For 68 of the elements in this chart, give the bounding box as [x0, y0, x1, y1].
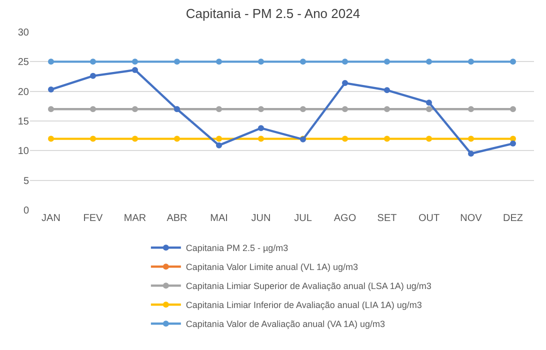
point	[174, 58, 180, 65]
point	[174, 136, 180, 142]
point	[216, 58, 222, 65]
legend-label: Capitania Limiar Superior de Avaliação anual (LSA 1A) ug/m3	[186, 281, 432, 292]
x-tick-label: ABR	[166, 213, 188, 224]
point	[510, 58, 516, 65]
point	[300, 106, 306, 112]
y-tick-label: 25	[18, 57, 30, 68]
point	[216, 136, 222, 142]
legend-label: Capitania Limiar Inferior de Avaliação anual (LIA 1A) ug/m3	[186, 300, 422, 310]
x-tick-label: MAI	[210, 213, 228, 224]
point	[468, 58, 474, 65]
x-tick-label: JUN	[251, 213, 271, 224]
point	[384, 87, 390, 94]
x-tick-label: OUT	[418, 213, 440, 224]
point	[426, 136, 432, 142]
x-tick-label: DEZ	[503, 213, 523, 224]
point	[48, 86, 54, 93]
y-tick-label: 15	[18, 116, 30, 128]
point	[510, 106, 516, 112]
point	[300, 58, 306, 65]
point	[48, 58, 54, 65]
point	[510, 140, 516, 147]
point	[132, 58, 138, 65]
y-tick-label: 0	[23, 206, 30, 216]
point	[90, 58, 96, 65]
point	[384, 58, 390, 65]
legend-label: Capitania Valor Limite anual (VL 1A) ug/m3	[186, 262, 358, 272]
point	[342, 58, 348, 65]
point	[342, 80, 348, 86]
point	[90, 106, 96, 112]
y-tick-label: 30	[18, 28, 30, 38]
point	[48, 106, 54, 112]
x-tick-label: FEV	[83, 213, 104, 224]
x-tick-label: JAN	[42, 213, 60, 224]
x-tick-label: JUL	[294, 213, 312, 224]
x-tick-label: NOV	[460, 213, 482, 224]
point	[216, 106, 222, 112]
x-tick-label: AGO	[334, 213, 356, 224]
x-tick-label: SET	[377, 213, 397, 224]
y-tick-label: 10	[18, 146, 30, 158]
point	[258, 106, 264, 112]
point	[384, 106, 390, 112]
point	[342, 136, 348, 142]
point	[90, 136, 96, 142]
point	[258, 125, 264, 132]
y-tick-label: 20	[18, 86, 30, 98]
chart-title: Capitania - PM 2.5 - Ano 2024	[186, 6, 360, 21]
point	[216, 142, 222, 148]
point	[426, 58, 432, 65]
point	[342, 106, 348, 112]
legend-label: Capitania PM 2.5 - µg/m3	[186, 243, 288, 254]
y-tick-label: 5	[23, 176, 30, 187]
point	[468, 136, 474, 142]
point	[258, 58, 264, 65]
point	[468, 106, 474, 112]
point	[132, 66, 138, 73]
point	[258, 136, 264, 142]
point	[48, 136, 54, 142]
point	[384, 136, 390, 142]
point	[90, 72, 96, 79]
legend-label: Capitania Valor de Avaliação anual (VA 1A) ug/m3	[186, 319, 386, 330]
point	[426, 106, 432, 112]
point	[468, 150, 474, 157]
point	[426, 100, 432, 106]
point	[132, 106, 138, 112]
point	[132, 136, 138, 142]
x-tick-label: MAR	[124, 213, 146, 224]
